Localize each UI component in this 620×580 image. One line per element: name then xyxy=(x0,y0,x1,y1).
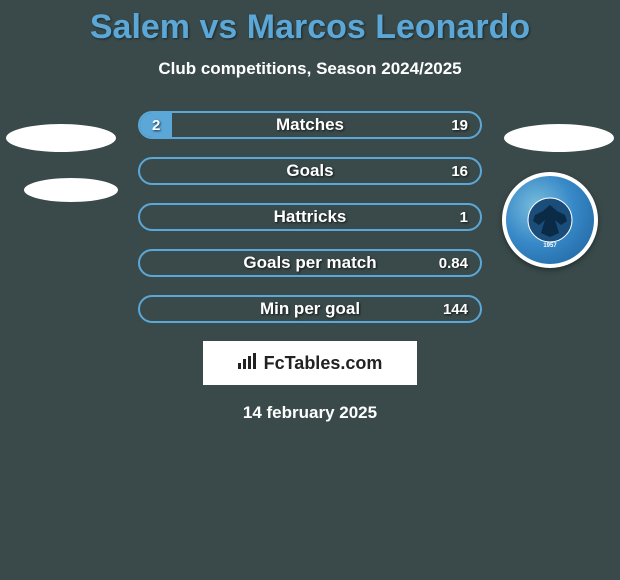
stat-row-min-per-goal: Min per goal 144 xyxy=(138,295,482,323)
stat-row-matches: 2 Matches 19 xyxy=(138,111,482,139)
stat-value-right: 1 xyxy=(460,209,468,226)
logo-text: FcTables.com xyxy=(264,353,383,374)
soccer-ball-icon: 1957 xyxy=(515,185,585,255)
chart-icon xyxy=(238,353,258,374)
stat-value-right: 144 xyxy=(443,301,468,318)
stat-label: Goals per match xyxy=(140,253,480,273)
stat-value-right: 0.84 xyxy=(439,255,468,272)
stat-label: Goals xyxy=(140,161,480,181)
club-right-badge: 1957 xyxy=(502,172,598,268)
stat-label: Matches xyxy=(140,115,480,135)
stat-row-hattricks: Hattricks 1 xyxy=(138,203,482,231)
comparison-title: Salem vs Marcos Leonardo xyxy=(0,0,620,47)
comparison-date: 14 february 2025 xyxy=(0,403,620,423)
stat-row-goals-per-match: Goals per match 0.84 xyxy=(138,249,482,277)
stat-value-right: 16 xyxy=(451,163,468,180)
club-left-placeholder xyxy=(24,178,118,202)
stat-value-right: 19 xyxy=(451,117,468,134)
player-left-placeholder xyxy=(6,124,116,152)
stat-label: Hattricks xyxy=(140,207,480,227)
player-right-placeholder xyxy=(504,124,614,152)
stat-row-goals: Goals 16 xyxy=(138,157,482,185)
stat-label: Min per goal xyxy=(140,299,480,319)
fctables-logo[interactable]: FcTables.com xyxy=(203,341,417,385)
svg-text:1957: 1957 xyxy=(543,243,557,249)
comparison-subtitle: Club competitions, Season 2024/2025 xyxy=(0,59,620,79)
